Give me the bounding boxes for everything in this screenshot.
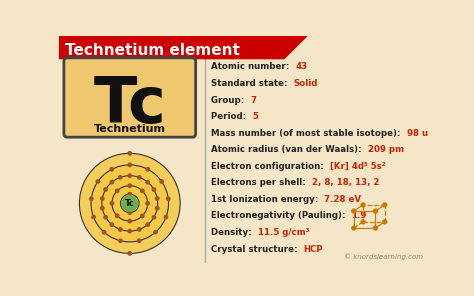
Circle shape <box>102 176 158 231</box>
Circle shape <box>91 165 169 242</box>
Circle shape <box>104 188 107 191</box>
Circle shape <box>90 197 93 200</box>
Text: 2, 8, 18, 13, 2: 2, 8, 18, 13, 2 <box>312 178 379 187</box>
Circle shape <box>128 229 131 233</box>
Circle shape <box>112 186 147 221</box>
Circle shape <box>146 202 149 205</box>
Circle shape <box>146 223 149 226</box>
Text: 209 pm: 209 pm <box>368 145 404 154</box>
Circle shape <box>137 228 141 231</box>
Circle shape <box>110 223 114 226</box>
Circle shape <box>120 194 139 213</box>
FancyBboxPatch shape <box>64 58 196 137</box>
Circle shape <box>119 239 122 242</box>
Circle shape <box>155 197 159 200</box>
Circle shape <box>118 176 122 179</box>
Circle shape <box>146 181 149 184</box>
Circle shape <box>383 220 387 224</box>
Text: 11.5 g/cm³: 11.5 g/cm³ <box>258 228 309 237</box>
Circle shape <box>152 215 155 219</box>
Text: HCP: HCP <box>304 244 323 254</box>
Text: 7.28 eV: 7.28 eV <box>324 195 361 204</box>
Circle shape <box>128 163 131 167</box>
Polygon shape <box>59 36 307 59</box>
Text: Crystal structure:: Crystal structure: <box>211 244 304 254</box>
Circle shape <box>128 174 131 177</box>
Circle shape <box>128 192 131 196</box>
Circle shape <box>128 211 131 214</box>
Text: 43: 43 <box>295 62 308 71</box>
Text: 1.9: 1.9 <box>352 211 367 221</box>
Circle shape <box>102 231 106 234</box>
Circle shape <box>152 188 155 191</box>
Circle shape <box>110 181 114 184</box>
Text: Standard state:: Standard state: <box>211 79 294 88</box>
Circle shape <box>154 231 157 234</box>
Text: Atomic number:: Atomic number: <box>211 62 295 71</box>
Circle shape <box>164 215 168 219</box>
Circle shape <box>137 176 141 179</box>
Text: Density:: Density: <box>211 228 258 237</box>
Circle shape <box>166 197 170 200</box>
Text: Group:: Group: <box>211 96 250 104</box>
Circle shape <box>374 209 377 213</box>
Text: Electronegativity (Pauling):: Electronegativity (Pauling): <box>211 211 352 221</box>
Circle shape <box>100 197 104 200</box>
Text: © knordslearning.com: © knordslearning.com <box>345 254 423 260</box>
Text: Period:: Period: <box>211 112 252 121</box>
Circle shape <box>128 252 131 255</box>
Text: 5: 5 <box>252 112 258 121</box>
Circle shape <box>361 203 365 207</box>
Circle shape <box>80 153 180 253</box>
Circle shape <box>141 189 144 193</box>
Circle shape <box>128 219 131 223</box>
Circle shape <box>92 215 95 219</box>
Circle shape <box>116 214 119 218</box>
Text: Technetium: Technetium <box>94 124 166 134</box>
Circle shape <box>383 203 387 207</box>
Circle shape <box>155 207 159 210</box>
Circle shape <box>104 215 107 219</box>
Circle shape <box>100 207 104 210</box>
Circle shape <box>146 168 149 171</box>
Circle shape <box>128 184 131 187</box>
Circle shape <box>137 239 141 242</box>
Circle shape <box>374 226 377 230</box>
Text: 7: 7 <box>250 96 256 104</box>
Text: 98 u: 98 u <box>407 129 428 138</box>
Text: Mass number (of most stable isotope):: Mass number (of most stable isotope): <box>211 129 407 138</box>
Text: Tc: Tc <box>93 74 166 136</box>
Text: Technetium element: Technetium element <box>65 44 240 58</box>
Circle shape <box>160 180 164 183</box>
Circle shape <box>122 196 137 211</box>
Circle shape <box>141 214 144 218</box>
Circle shape <box>116 189 119 193</box>
Text: 1st Ionization energy:: 1st Ionization energy: <box>211 195 324 204</box>
Circle shape <box>352 226 356 230</box>
Text: Tc: Tc <box>125 199 135 208</box>
Circle shape <box>110 202 114 205</box>
Text: Electrons per shell:: Electrons per shell: <box>211 178 312 187</box>
Circle shape <box>118 228 122 231</box>
Circle shape <box>110 168 113 171</box>
Circle shape <box>361 220 365 224</box>
Text: Electron configuration:: Electron configuration: <box>211 162 330 171</box>
Circle shape <box>352 209 356 213</box>
Text: Atomic radius (van der Waals):: Atomic radius (van der Waals): <box>211 145 368 154</box>
Text: [Kr] 4d⁵ 5s²: [Kr] 4d⁵ 5s² <box>330 162 385 171</box>
Circle shape <box>96 180 100 183</box>
Text: Solid: Solid <box>294 79 318 88</box>
Circle shape <box>128 152 131 155</box>
